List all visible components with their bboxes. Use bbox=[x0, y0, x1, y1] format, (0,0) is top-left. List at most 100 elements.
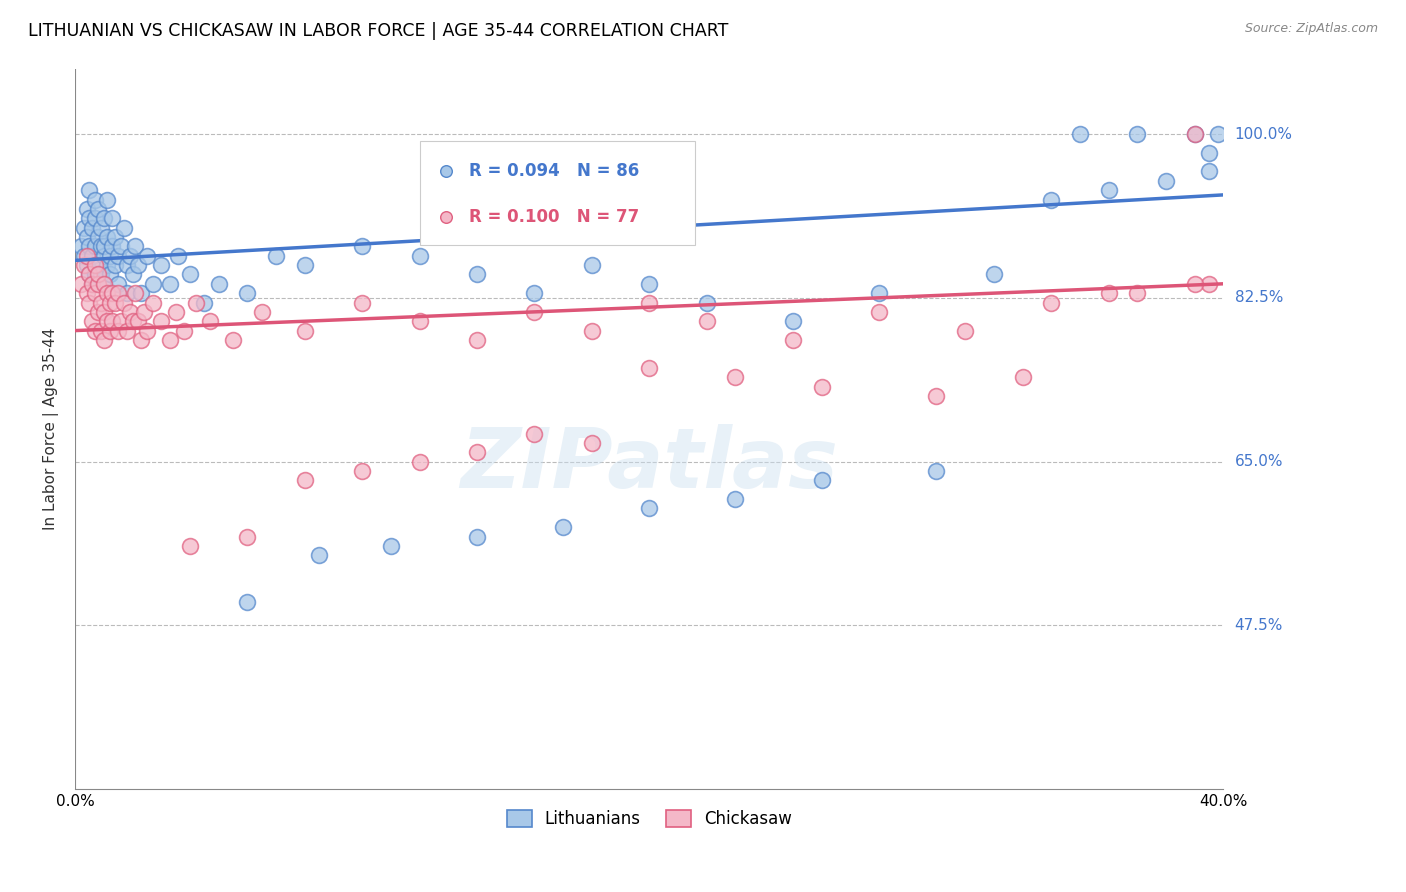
Point bbox=[150, 258, 173, 272]
Point bbox=[84, 193, 107, 207]
Point bbox=[82, 277, 104, 291]
Point bbox=[294, 474, 316, 488]
Point bbox=[1184, 127, 1206, 141]
Point bbox=[1098, 286, 1121, 301]
Point bbox=[124, 286, 146, 301]
Point bbox=[465, 268, 488, 282]
Point bbox=[96, 230, 118, 244]
Point bbox=[953, 324, 976, 338]
Point bbox=[73, 249, 96, 263]
Point bbox=[222, 333, 245, 347]
Point bbox=[76, 249, 98, 263]
Point bbox=[208, 277, 231, 291]
Point bbox=[115, 258, 138, 272]
Point bbox=[129, 333, 152, 347]
Point bbox=[96, 193, 118, 207]
Point bbox=[179, 539, 201, 553]
Point bbox=[115, 286, 138, 301]
Point bbox=[84, 239, 107, 253]
Point bbox=[868, 305, 890, 319]
Point bbox=[76, 258, 98, 272]
Point bbox=[380, 539, 402, 553]
Point bbox=[142, 277, 165, 291]
Point bbox=[638, 295, 661, 310]
Text: 100.0%: 100.0% bbox=[1234, 127, 1292, 142]
Point bbox=[1040, 193, 1063, 207]
Y-axis label: In Labor Force | Age 35-44: In Labor Force | Age 35-44 bbox=[44, 327, 59, 530]
Point bbox=[135, 324, 157, 338]
Point bbox=[76, 230, 98, 244]
Point bbox=[112, 295, 135, 310]
Point bbox=[82, 249, 104, 263]
Point bbox=[179, 268, 201, 282]
Point bbox=[90, 324, 112, 338]
Point bbox=[79, 295, 101, 310]
Point bbox=[98, 295, 121, 310]
Point bbox=[465, 333, 488, 347]
Point bbox=[1184, 277, 1206, 291]
Point bbox=[184, 295, 207, 310]
Point bbox=[93, 305, 115, 319]
Point bbox=[84, 258, 107, 272]
Point bbox=[79, 268, 101, 282]
Point bbox=[107, 286, 129, 301]
Text: R = 0.094   N = 86: R = 0.094 N = 86 bbox=[470, 162, 640, 180]
Point bbox=[135, 249, 157, 263]
Point bbox=[101, 239, 124, 253]
Point bbox=[983, 268, 1005, 282]
Point bbox=[1126, 286, 1149, 301]
Point bbox=[98, 249, 121, 263]
Point bbox=[991, 260, 1014, 275]
Point bbox=[127, 258, 149, 272]
Point bbox=[1126, 127, 1149, 141]
Point bbox=[236, 595, 259, 609]
Point bbox=[87, 230, 110, 244]
Point bbox=[868, 286, 890, 301]
Point bbox=[553, 520, 575, 534]
Point bbox=[264, 249, 287, 263]
Point bbox=[1069, 127, 1091, 141]
Point bbox=[101, 211, 124, 226]
Point bbox=[107, 249, 129, 263]
Point bbox=[121, 268, 143, 282]
Point bbox=[112, 220, 135, 235]
Point bbox=[90, 268, 112, 282]
Point bbox=[173, 324, 195, 338]
Point bbox=[523, 305, 546, 319]
Point bbox=[87, 258, 110, 272]
Legend: Lithuanians, Chickasaw: Lithuanians, Chickasaw bbox=[501, 804, 799, 835]
Point bbox=[1011, 370, 1033, 384]
Point bbox=[118, 249, 141, 263]
Point bbox=[84, 286, 107, 301]
Point bbox=[84, 268, 107, 282]
Point bbox=[408, 455, 430, 469]
Point bbox=[84, 324, 107, 338]
Point bbox=[193, 295, 215, 310]
Text: R = 0.100   N = 77: R = 0.100 N = 77 bbox=[470, 208, 640, 227]
Point bbox=[90, 239, 112, 253]
Point bbox=[236, 529, 259, 543]
Point bbox=[991, 320, 1014, 334]
Point bbox=[124, 239, 146, 253]
Point bbox=[1184, 127, 1206, 141]
Point bbox=[198, 314, 221, 328]
Point bbox=[82, 220, 104, 235]
Point bbox=[782, 314, 804, 328]
Point bbox=[523, 426, 546, 441]
FancyBboxPatch shape bbox=[419, 141, 695, 245]
Point bbox=[1198, 145, 1220, 160]
Point bbox=[129, 286, 152, 301]
Point bbox=[1154, 174, 1177, 188]
Point bbox=[523, 286, 546, 301]
Point bbox=[87, 277, 110, 291]
Text: Source: ZipAtlas.com: Source: ZipAtlas.com bbox=[1244, 22, 1378, 36]
Text: LITHUANIAN VS CHICKASAW IN LABOR FORCE | AGE 35-44 CORRELATION CHART: LITHUANIAN VS CHICKASAW IN LABOR FORCE |… bbox=[28, 22, 728, 40]
Point bbox=[1098, 183, 1121, 197]
Point bbox=[96, 314, 118, 328]
Text: 47.5%: 47.5% bbox=[1234, 618, 1282, 633]
Point bbox=[93, 333, 115, 347]
Point bbox=[132, 305, 155, 319]
Text: 65.0%: 65.0% bbox=[1234, 454, 1284, 469]
Point bbox=[76, 202, 98, 216]
Point bbox=[352, 464, 374, 478]
